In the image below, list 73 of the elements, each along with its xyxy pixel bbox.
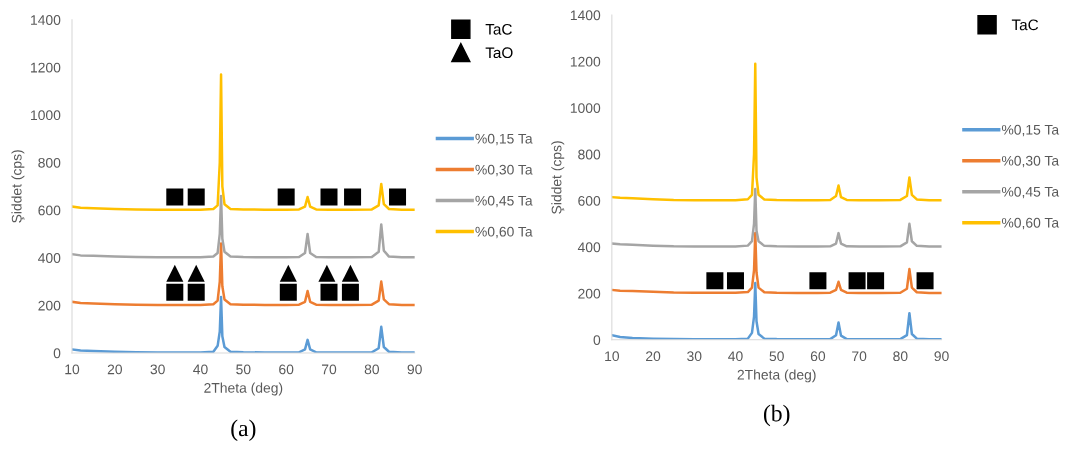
x-tick-label: 40: [728, 351, 743, 362]
y-tick-label: 600: [578, 195, 601, 206]
x-tick-label: 70: [321, 364, 337, 375]
y-tick-label: 0: [53, 348, 61, 359]
legend-label: %0,45 Ta: [475, 195, 533, 208]
y-tick-label: 1200: [31, 62, 61, 73]
y-tick-label: 1400: [31, 15, 61, 25]
point: [279, 283, 297, 301]
y-tick-label: 400: [577, 242, 601, 253]
x-tick-label: 70: [852, 351, 867, 362]
y-tick-label: 1000: [31, 110, 61, 121]
y-tick-label: 1000: [570, 103, 601, 113]
point: [341, 264, 359, 282]
x-tick-label: 90: [407, 364, 422, 375]
x-tick-label: 60: [279, 364, 294, 375]
legend-label: TaC: [1011, 19, 1039, 31]
y-tick-label: 200: [38, 300, 61, 311]
x-axis-title: 2Theta (deg): [204, 382, 283, 396]
point: [279, 264, 297, 282]
y-tick-label: 1400: [570, 10, 601, 21]
point: [166, 283, 184, 301]
y-axis-title: Şiddet (cps): [551, 141, 565, 214]
x-tick-label: 10: [65, 364, 80, 375]
x-tick-label: 50: [236, 364, 251, 375]
x-tick-label: 40: [193, 364, 208, 375]
legend-label: TaC: [485, 23, 512, 35]
x-tick-label: 10: [605, 351, 620, 362]
legend-label: %0,60 Ta: [1001, 217, 1060, 230]
point: [320, 283, 338, 301]
point: [320, 188, 338, 206]
legend-label: %0,30 Ta: [475, 164, 533, 177]
legend-label: %0,15 Ta: [475, 133, 533, 146]
y-tick-label: 1200: [570, 56, 601, 67]
x-tick-label: 30: [150, 364, 165, 375]
line-series: [71, 242, 415, 307]
legend-label: %0,30 Ta: [1001, 155, 1060, 168]
y-tick-label: 800: [38, 157, 61, 168]
legend-label: %0,60 Ta: [475, 226, 533, 239]
point: [187, 264, 205, 282]
point: [187, 188, 205, 206]
x-tick-label: 90: [934, 351, 949, 362]
text: (b): [763, 404, 790, 427]
legend-label: TaO: [485, 47, 513, 59]
x-tick-label: 30: [687, 351, 702, 362]
legend-label: %0,45 Ta: [1001, 186, 1060, 199]
line-series: [611, 187, 942, 248]
line-series: [71, 73, 415, 211]
y-tick-label: 400: [38, 253, 61, 263]
point: [318, 264, 336, 282]
y-axis-title: Şiddet (cps): [11, 150, 25, 223]
x-axis-title: 2Theta (deg): [737, 369, 816, 383]
point: [344, 188, 362, 206]
point: [389, 188, 407, 206]
point: [187, 283, 205, 301]
x-tick-label: 80: [893, 351, 908, 362]
line-series: [611, 62, 942, 202]
point: [166, 188, 184, 206]
x-tick-label: 20: [107, 364, 123, 375]
text: (a): [231, 419, 256, 442]
y-tick-label: 0: [593, 335, 601, 345]
line-series: [611, 231, 942, 295]
x-tick-label: 50: [769, 351, 784, 362]
point: [166, 264, 184, 282]
y-tick-label: 800: [578, 149, 601, 160]
x-tick-label: 20: [646, 351, 661, 362]
y-tick-label: 200: [578, 288, 601, 299]
point: [277, 188, 295, 206]
x-tick-label: 80: [364, 364, 380, 375]
point: [341, 283, 359, 301]
y-tick-label: 600: [38, 205, 61, 216]
line-series: [71, 194, 415, 259]
x-tick-label: 60: [810, 351, 826, 362]
legend-label: %0,15 Ta: [1001, 124, 1060, 137]
